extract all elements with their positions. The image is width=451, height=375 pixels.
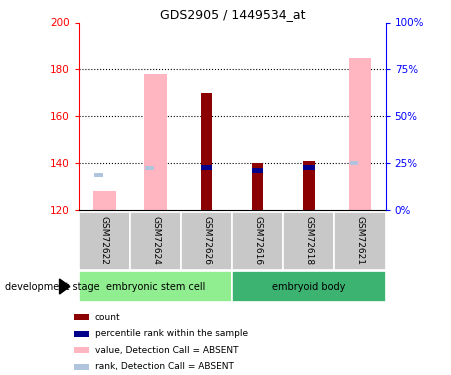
Bar <box>304 161 314 210</box>
Bar <box>144 74 167 210</box>
Bar <box>201 93 212 210</box>
Text: GSM72622: GSM72622 <box>100 216 109 266</box>
Bar <box>283 212 335 270</box>
Bar <box>74 347 89 353</box>
Text: count: count <box>95 313 120 322</box>
Bar <box>304 165 314 170</box>
Bar <box>201 165 212 170</box>
Bar <box>232 212 283 270</box>
Bar <box>93 191 116 210</box>
Bar <box>79 212 130 270</box>
Text: embryonic stem cell: embryonic stem cell <box>106 282 205 291</box>
Bar <box>74 364 89 370</box>
Text: GSM72621: GSM72621 <box>355 216 364 266</box>
Bar <box>94 173 102 177</box>
Bar <box>145 166 154 170</box>
Text: GSM72624: GSM72624 <box>151 216 160 266</box>
Text: value, Detection Call = ABSENT: value, Detection Call = ABSENT <box>95 346 238 355</box>
Text: GSM72626: GSM72626 <box>202 216 211 266</box>
Text: rank, Detection Call = ABSENT: rank, Detection Call = ABSENT <box>95 362 234 371</box>
Bar <box>350 161 358 165</box>
Bar <box>74 315 89 320</box>
Text: embryoid body: embryoid body <box>272 282 345 291</box>
Text: development stage: development stage <box>5 282 99 291</box>
Text: GSM72616: GSM72616 <box>253 216 262 266</box>
Bar <box>252 163 263 210</box>
Bar <box>181 212 232 270</box>
Bar <box>252 168 263 172</box>
Bar <box>79 271 232 302</box>
Title: GDS2905 / 1449534_at: GDS2905 / 1449534_at <box>160 8 305 21</box>
Bar <box>349 58 371 210</box>
Bar <box>74 331 89 337</box>
Text: GSM72618: GSM72618 <box>304 216 313 266</box>
Bar <box>335 212 386 270</box>
Bar <box>232 271 386 302</box>
Bar <box>130 212 181 270</box>
Text: percentile rank within the sample: percentile rank within the sample <box>95 329 248 338</box>
